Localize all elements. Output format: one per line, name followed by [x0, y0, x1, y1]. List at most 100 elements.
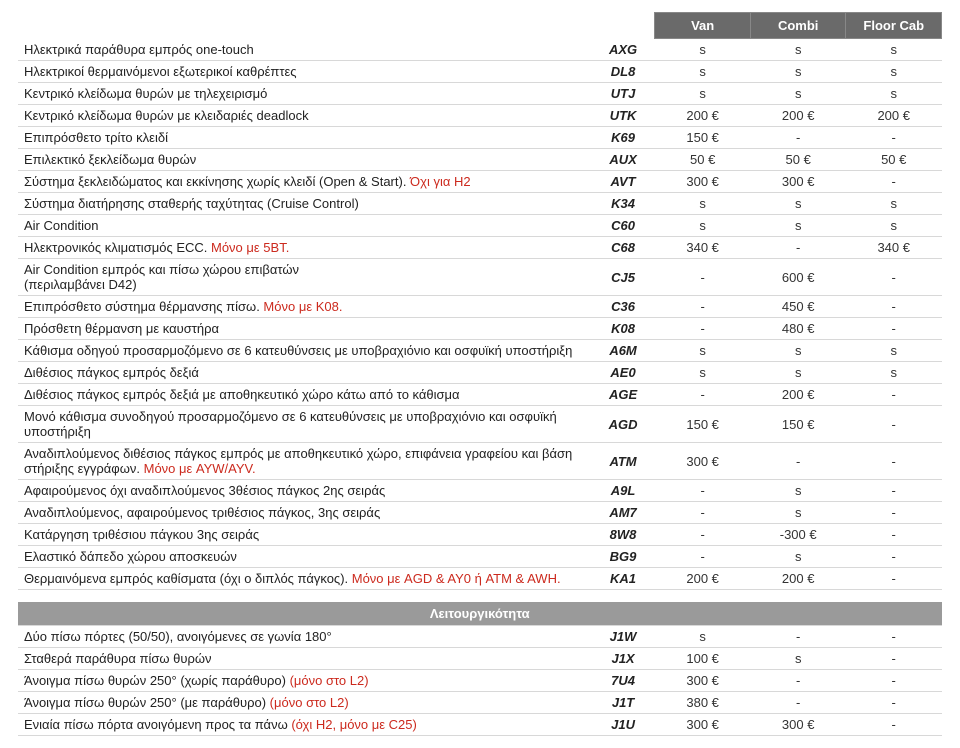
- option-description: Άνοιγμα πίσω θυρών 250° (χωρίς παράθυρο)…: [18, 670, 591, 692]
- option-code: AUX: [591, 149, 655, 171]
- option-value: s: [655, 61, 751, 83]
- option-value: -: [846, 171, 942, 193]
- option-value: 300 €: [750, 714, 846, 736]
- option-value: -: [846, 692, 942, 714]
- table-body-1: Ηλεκτρικά παράθυρα εμπρός one-touchAXGss…: [18, 39, 942, 590]
- option-value: 200 €: [750, 384, 846, 406]
- option-code: J1U: [591, 714, 655, 736]
- option-value: 200 €: [846, 105, 942, 127]
- option-value: 50 €: [750, 149, 846, 171]
- table-row: Ενιαία πίσω πόρτα ανοιγόμενη προς τα πάν…: [18, 714, 942, 736]
- option-value: 150 €: [750, 406, 846, 443]
- option-value: s: [846, 193, 942, 215]
- option-code: J1X: [591, 648, 655, 670]
- option-code: AGE: [591, 384, 655, 406]
- option-description: Σταθερά παράθυρα πίσω θυρών: [18, 648, 591, 670]
- option-value: -: [750, 626, 846, 648]
- option-code: A6M: [591, 340, 655, 362]
- option-value: -: [655, 546, 751, 568]
- option-value: 50 €: [655, 149, 751, 171]
- option-value: -: [655, 318, 751, 340]
- option-value: 50 €: [846, 149, 942, 171]
- option-description: Διθέσιος πάγκος εμπρός δεξιά: [18, 362, 591, 384]
- table-row: Σύστημα ξεκλειδώματος και εκκίνησης χωρί…: [18, 171, 942, 193]
- option-value: s: [750, 480, 846, 502]
- table-row: Άνοιγμα πίσω θυρών 250° (χωρίς παράθυρο)…: [18, 670, 942, 692]
- option-description: Διθέσιος πάγκος εμπρός δεξιά με αποθηκευ…: [18, 384, 591, 406]
- option-value: s: [846, 61, 942, 83]
- option-description: Κεντρικό κλείδωμα θυρών με κλειδαριές de…: [18, 105, 591, 127]
- section-header: Λειτουργικότητα: [18, 602, 942, 626]
- option-value: s: [655, 39, 751, 61]
- condition-note: (μόνο στο L2): [270, 695, 349, 710]
- option-code: AGD: [591, 406, 655, 443]
- option-description: Κατάργηση τριθέσιου πάγκου 3ης σειράς: [18, 524, 591, 546]
- option-value: -: [846, 259, 942, 296]
- option-code: AM7: [591, 502, 655, 524]
- option-code: DL8: [591, 61, 655, 83]
- table-row: Άνοιγμα πίσω θυρών 250° (με παράθυρο) (μ…: [18, 692, 942, 714]
- table-row: Ηλεκτρικά παράθυρα εμπρός one-touchAXGss…: [18, 39, 942, 61]
- option-description: Δύο πίσω πόρτες (50/50), ανοιγόμενες σε …: [18, 626, 591, 648]
- option-value: -: [655, 259, 751, 296]
- option-value: s: [750, 61, 846, 83]
- option-value: -: [846, 443, 942, 480]
- option-value: 200 €: [750, 568, 846, 590]
- option-value: 300 €: [655, 670, 751, 692]
- option-description: Κεντρικό κλείδωμα θυρών με τηλεχειρισμό: [18, 83, 591, 105]
- option-value: -: [846, 648, 942, 670]
- option-code: UTJ: [591, 83, 655, 105]
- option-code: KA1: [591, 568, 655, 590]
- table-row: Μονό κάθισμα συνοδηγού προσαρμοζόμενο σε…: [18, 406, 942, 443]
- option-value: -: [846, 384, 942, 406]
- section-title: Λειτουργικότητα: [18, 602, 942, 626]
- option-value: -: [750, 692, 846, 714]
- option-code: AXG: [591, 39, 655, 61]
- table-row: Επιπρόσθετο σύστημα θέρμανσης πίσω. Μόνο…: [18, 296, 942, 318]
- option-code: 8W8: [591, 524, 655, 546]
- table-row: Κάθισμα οδηγού προσαρμοζόμενο σε 6 κατευ…: [18, 340, 942, 362]
- option-value: 340 €: [655, 237, 751, 259]
- option-code: ATM: [591, 443, 655, 480]
- table-body-2: Δύο πίσω πόρτες (50/50), ανοιγόμενες σε …: [18, 626, 942, 736]
- option-description: Air Condition εμπρός και πίσω χώρου επιβ…: [18, 259, 591, 296]
- option-value: -: [846, 546, 942, 568]
- table-row: Ελαστικό δάπεδο χώρου αποσκευώνBG9-s-: [18, 546, 942, 568]
- option-value: 150 €: [655, 406, 751, 443]
- option-description: Σύστημα ξεκλειδώματος και εκκίνησης χωρί…: [18, 171, 591, 193]
- option-value: s: [750, 340, 846, 362]
- option-value: -: [846, 296, 942, 318]
- option-code: 7U4: [591, 670, 655, 692]
- condition-note: Μόνο με AGD & AY0 ή ATM & AWH.: [352, 571, 561, 586]
- option-value: s: [846, 362, 942, 384]
- table-row: Επιλεκτικό ξεκλείδωμα θυρώνAUX50 €50 €50…: [18, 149, 942, 171]
- option-description: Ηλεκτρικά παράθυρα εμπρός one-touch: [18, 39, 591, 61]
- option-value: -: [846, 480, 942, 502]
- option-value: -: [655, 524, 751, 546]
- option-value: s: [750, 546, 846, 568]
- option-value: -: [846, 568, 942, 590]
- option-value: s: [846, 340, 942, 362]
- table-row: Θερμαινόμενα εμπρός καθίσματα (όχι ο διπ…: [18, 568, 942, 590]
- table-row: Επιπρόσθετο τρίτο κλειδίK69150 €--: [18, 127, 942, 149]
- option-code: AE0: [591, 362, 655, 384]
- option-value: 200 €: [750, 105, 846, 127]
- option-code: K08: [591, 318, 655, 340]
- option-description: Ενιαία πίσω πόρτα ανοιγόμενη προς τα πάν…: [18, 714, 591, 736]
- option-value: 100 €: [655, 648, 751, 670]
- option-value: s: [846, 215, 942, 237]
- option-value: 300 €: [750, 171, 846, 193]
- option-value: -: [655, 480, 751, 502]
- option-value: s: [750, 502, 846, 524]
- option-description: Επιπρόσθετο σύστημα θέρμανσης πίσω. Μόνο…: [18, 296, 591, 318]
- option-code: C60: [591, 215, 655, 237]
- option-code: J1W: [591, 626, 655, 648]
- option-value: 450 €: [750, 296, 846, 318]
- options-table: Van Combi Floor Cab Ηλεκτρικά παράθυρα ε…: [18, 12, 942, 736]
- option-value: s: [750, 193, 846, 215]
- option-code: K34: [591, 193, 655, 215]
- option-description: Θερμαινόμενα εμπρός καθίσματα (όχι ο διπ…: [18, 568, 591, 590]
- table-row: Αναδιπλούμενος διθέσιος πάγκος εμπρός με…: [18, 443, 942, 480]
- option-value: s: [846, 83, 942, 105]
- option-description: Επιλεκτικό ξεκλείδωμα θυρών: [18, 149, 591, 171]
